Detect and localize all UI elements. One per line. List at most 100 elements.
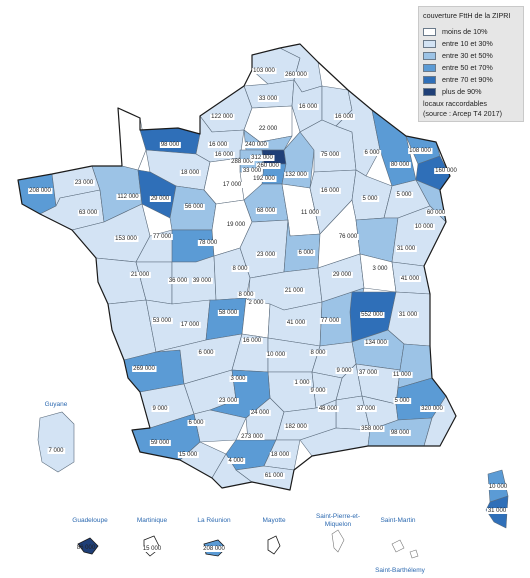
label-background	[225, 222, 247, 228]
label-background	[392, 372, 413, 378]
label-background	[167, 278, 189, 284]
label-background	[47, 448, 66, 454]
legend-swatch-4	[423, 64, 436, 72]
label-idf-3: 260 000	[257, 163, 279, 169]
label-haute-saone: 5 000	[362, 196, 378, 202]
label-saint-barthelemy: Saint-Barthélemy	[375, 567, 426, 574]
label-background	[28, 188, 53, 194]
legend-swatch-1	[423, 28, 436, 36]
label-saint-martin: Saint-Martin	[380, 517, 415, 524]
label-aveyron: 1 000	[294, 380, 310, 386]
label-background	[309, 388, 328, 394]
label-background	[297, 104, 319, 110]
label-saone-et-loire: 29 000	[333, 272, 352, 278]
legend: couverture FttH de la ZIPRI moins de 10%…	[418, 6, 524, 122]
label-guyane-value: 7 000	[48, 448, 64, 454]
label-background	[231, 266, 250, 272]
label-background	[319, 152, 341, 158]
label-creuse: 8 000	[238, 292, 254, 298]
mayotte-shape[interactable]	[267, 535, 281, 555]
label-paris: 240 000	[245, 142, 267, 148]
label-hautes-alpes: 11 000	[393, 372, 412, 378]
label-background	[197, 240, 219, 246]
label-background	[250, 155, 275, 161]
legend-label-4: entre 50 et 70%	[442, 63, 493, 72]
label-background	[360, 426, 385, 432]
label-background	[335, 368, 354, 374]
label-background	[210, 114, 235, 120]
label-isere: 134 000	[365, 340, 387, 346]
label-reunion-value: 208 000	[203, 546, 225, 552]
dept-indre[interactable]	[213, 247, 251, 301]
label-background	[217, 398, 239, 404]
label-background	[247, 300, 266, 306]
legend-row-2: entre 10 et 30%	[423, 39, 493, 49]
label-background	[151, 234, 173, 240]
label-background	[129, 272, 151, 278]
label-background	[77, 210, 99, 216]
label-background	[333, 114, 355, 120]
label-background	[207, 142, 229, 148]
label-vendee: 21 000	[131, 272, 150, 278]
label-background	[284, 424, 309, 430]
label-gers: 6 000	[188, 420, 204, 426]
label-background	[252, 68, 277, 74]
legend-swatch-2	[423, 40, 436, 48]
label-background	[408, 148, 433, 154]
label-alpes-de-haute-provence: 320 000	[421, 406, 443, 412]
legend-label-3: entre 30 et 50%	[442, 51, 493, 60]
label-background	[179, 322, 201, 328]
legend-row-1: moins de 10%	[423, 27, 488, 37]
label-ille-et-vilaine: 112 000	[117, 194, 139, 200]
label-background	[357, 370, 379, 376]
label-pyrenees-atlantiques: 59 000	[151, 440, 170, 446]
label-background	[202, 546, 227, 552]
label-charente: 17 000	[181, 322, 200, 328]
legend-row-6: plus de 90%	[423, 87, 482, 97]
label-background	[309, 350, 328, 356]
label-background	[319, 188, 341, 194]
label-yonne: 11 000	[301, 210, 320, 216]
label-background	[230, 159, 255, 165]
legend-row-3: entre 30 et 50%	[423, 51, 493, 61]
dept-haute-vienne[interactable]	[205, 297, 247, 341]
label-lot: 16 000	[243, 338, 262, 344]
label-ain: 3 000	[372, 266, 388, 272]
label-haute-loire: 8 000	[310, 350, 326, 356]
label-background	[257, 126, 279, 132]
legend-note-1: locaux raccordables	[423, 99, 487, 108]
legend-swatch-5	[423, 76, 436, 84]
label-reunion: La Réunion	[197, 517, 231, 524]
label-landes: 9 000	[152, 406, 168, 412]
label-finistere: 208 000	[29, 188, 51, 194]
label-saint-pierre-et: Saint-Pierre-et-	[316, 513, 360, 520]
label-background	[319, 318, 341, 324]
label-background	[256, 163, 281, 169]
label-pas-de-calais: 103 000	[253, 68, 275, 74]
label-background	[355, 406, 377, 412]
label-meurthe-et-moselle: 60 000	[427, 210, 446, 216]
label-background	[434, 168, 459, 174]
label-maine: 77 000	[153, 234, 172, 240]
label-background	[371, 266, 390, 272]
label-seine-maritime: 122 000	[211, 114, 233, 120]
dept-loiret[interactable]	[243, 183, 289, 223]
label-background	[265, 352, 287, 358]
guyane-shape[interactable]	[37, 411, 75, 473]
label-puy-de-dome: 41 000	[287, 320, 306, 326]
saint-pierre-miquelon-shape[interactable]	[331, 529, 345, 553]
label-background	[187, 420, 206, 426]
label-idf-5: 192 000	[253, 176, 275, 182]
saint-martin-shape[interactable]	[391, 539, 405, 553]
label-background	[393, 398, 412, 404]
dept-somme[interactable]	[243, 79, 295, 109]
label-drome: 37 000	[359, 370, 378, 376]
label-haute-vienne: 58 000	[219, 310, 238, 316]
label-orne: 18 000	[181, 170, 200, 176]
saint-barthelemy-shape[interactable]	[409, 549, 419, 559]
label-dordogne: 6 000	[198, 350, 214, 356]
dept-seine-maritime[interactable]	[199, 85, 253, 133]
label-calvados: 98 000	[161, 142, 180, 148]
guadeloupe-shape[interactable]	[77, 537, 99, 555]
